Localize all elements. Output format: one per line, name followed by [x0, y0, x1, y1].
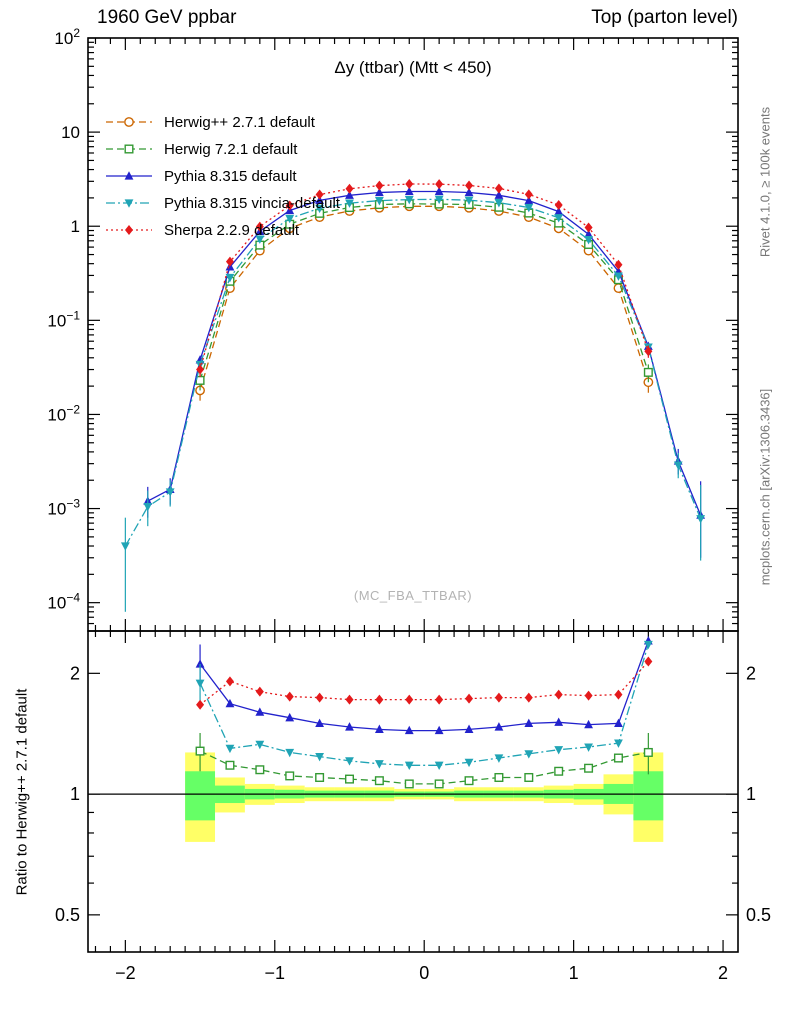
legend-label: Pythia 8.315 default [164, 167, 297, 185]
tick-label: 2 [718, 963, 728, 983]
square-open-legend-marker-icon [106, 144, 152, 154]
triangle-up-legend-marker-icon [106, 171, 152, 180]
ratio-panel-frame [87, 630, 739, 953]
legend-item: Herwig 7.2.1 default [104, 139, 340, 159]
tick-label: 2 [746, 663, 756, 683]
main-series-herwig-7-2-1-default [195, 199, 653, 391]
legend-label: Herwig 7.2.1 default [164, 140, 298, 158]
tick-label: 10−1 [47, 308, 80, 330]
tick-label: 2 [70, 663, 80, 683]
ratio-axis-title: Ratio to Herwig++ 2.7.1 default [13, 688, 31, 896]
ratio-series-herwig-7-2-1-default [195, 732, 653, 789]
tick-label: 0.5 [55, 905, 80, 925]
rivet-version-label: Rivet 4.1.0, ≥ 100k events [757, 106, 773, 258]
tick-label: 0.5 [746, 905, 771, 925]
tick-label: 10−4 [47, 591, 80, 613]
ratio-series-sherpa-2-2-9-default [196, 656, 653, 710]
legend: Herwig++ 2.7.1 default Herwig 7.2.1 defau… [104, 112, 340, 240]
legend-label: Sherpa 2.2.9 default [164, 221, 300, 239]
legend-item: Herwig++ 2.7.1 default [104, 112, 340, 132]
legend-item: Pythia 8.315 default [104, 166, 340, 186]
tick-label: 10−3 [47, 497, 80, 519]
analysis-code-watermark: (MC_FBA_TTBAR) [353, 588, 473, 603]
observable-title: Δy (ttbar) (Mtt < 450) [334, 58, 492, 77]
tick-label: −2 [115, 963, 136, 983]
triangle-down-legend-marker-icon [106, 199, 152, 208]
tick-label: 10 [61, 123, 80, 142]
tick-label: 1 [746, 784, 756, 804]
analysis-level-label: Top (parton level) [591, 7, 738, 28]
tick-label: 1 [70, 784, 80, 804]
main-series-pythia-8-315-default [143, 186, 706, 558]
tick-label: 1 [569, 963, 579, 983]
mcplots-attribution-label: mcplots.cern.ch [arXiv:1306.3436] [757, 388, 773, 586]
legend-item: Pythia 8.315 vincia-default [104, 193, 340, 213]
tick-label: 1 [71, 217, 80, 236]
legend-item: Sherpa 2.2.9 default [104, 220, 340, 240]
tick-label: 10−2 [47, 402, 80, 424]
ratio-series-pythia-8-315-default [195, 636, 653, 735]
legend-label: Pythia 8.315 vincia-default [164, 194, 340, 212]
tick-label: −1 [265, 963, 286, 983]
tick-label: 0 [419, 963, 429, 983]
ratio-series-pythia-8-315-vincia-default [195, 640, 653, 771]
main-series-pythia-8-315-vincia-default [120, 195, 706, 612]
main-series-sherpa-2-2-9-default [196, 178, 653, 377]
tick-label: 102 [54, 26, 80, 48]
circle-open-legend-marker-icon [106, 117, 152, 127]
beam-energy-label: 1960 GeV ppbar [97, 7, 237, 28]
diamond-legend-marker-icon [106, 225, 152, 235]
legend-label: Herwig++ 2.7.1 default [164, 113, 315, 131]
